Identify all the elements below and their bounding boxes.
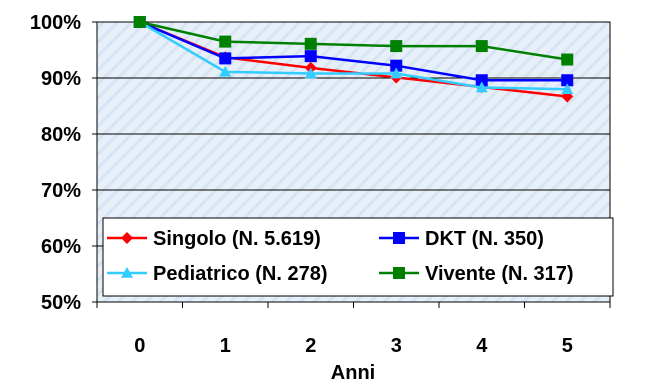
legend-item: Pediatrico (N. 278): [107, 263, 328, 285]
x-tick-label: 0: [134, 335, 145, 357]
y-tick-label: 100%: [30, 12, 81, 34]
data-point: [561, 53, 574, 66]
data-point: [390, 40, 403, 53]
series-line: [139, 20, 568, 91]
data-point: [121, 232, 133, 244]
y-tick-label: 90%: [41, 68, 81, 90]
y-tick-label: 70%: [41, 180, 81, 202]
y-tick-label: 60%: [41, 236, 81, 258]
legend-label: DKT (N. 350): [425, 228, 544, 250]
x-axis-ticks: 0 1 2 3 4 5: [96, 302, 611, 357]
x-tick-label: 3: [391, 335, 402, 357]
series-line: [139, 20, 568, 61]
legend-item: DKT (N. 350): [379, 228, 544, 250]
data-point: [133, 16, 146, 28]
legend-label: Vivente (N. 317): [425, 263, 574, 285]
data-point: [475, 81, 488, 93]
data-point: [393, 232, 405, 244]
series-line: [139, 20, 568, 82]
legend-box: [102, 217, 614, 297]
data-point: [390, 67, 403, 79]
legend-item: Vivente (N. 317): [379, 263, 574, 285]
x-tick-label: 2: [305, 335, 316, 357]
data-point: [219, 65, 232, 77]
data-point: [475, 74, 488, 87]
data-point: [304, 50, 317, 63]
data-point: [219, 35, 232, 48]
series: [133, 16, 574, 66]
data-point: [475, 40, 488, 53]
y-tick-label: 80%: [41, 124, 81, 146]
data-point: [390, 59, 403, 72]
data-point: [304, 67, 317, 79]
legend-label: Singolo (N. 5.619): [153, 228, 321, 250]
legend-label: Pediatrico (N. 278): [153, 263, 328, 285]
data-point: [219, 52, 232, 65]
data-point: [393, 267, 405, 279]
x-tick-label: 5: [562, 335, 573, 357]
x-axis-title: Anni: [331, 362, 375, 384]
data-point: [304, 37, 317, 50]
x-tick-label: 4: [476, 335, 488, 357]
data-point: [561, 74, 574, 87]
data-point: [561, 83, 574, 94]
legend-item: Singolo (N. 5.619): [107, 228, 321, 250]
data-point: [121, 267, 133, 278]
y-axis-ticks: 50% 60% 70% 80% 90% 100%: [30, 12, 97, 314]
series-group: [133, 16, 574, 103]
legend: Singolo (N. 5.619) DKT (N. 350) Pediatrico…: [102, 217, 614, 297]
x-tick-label: 1: [220, 335, 231, 357]
y-tick-label: 50%: [41, 292, 81, 314]
